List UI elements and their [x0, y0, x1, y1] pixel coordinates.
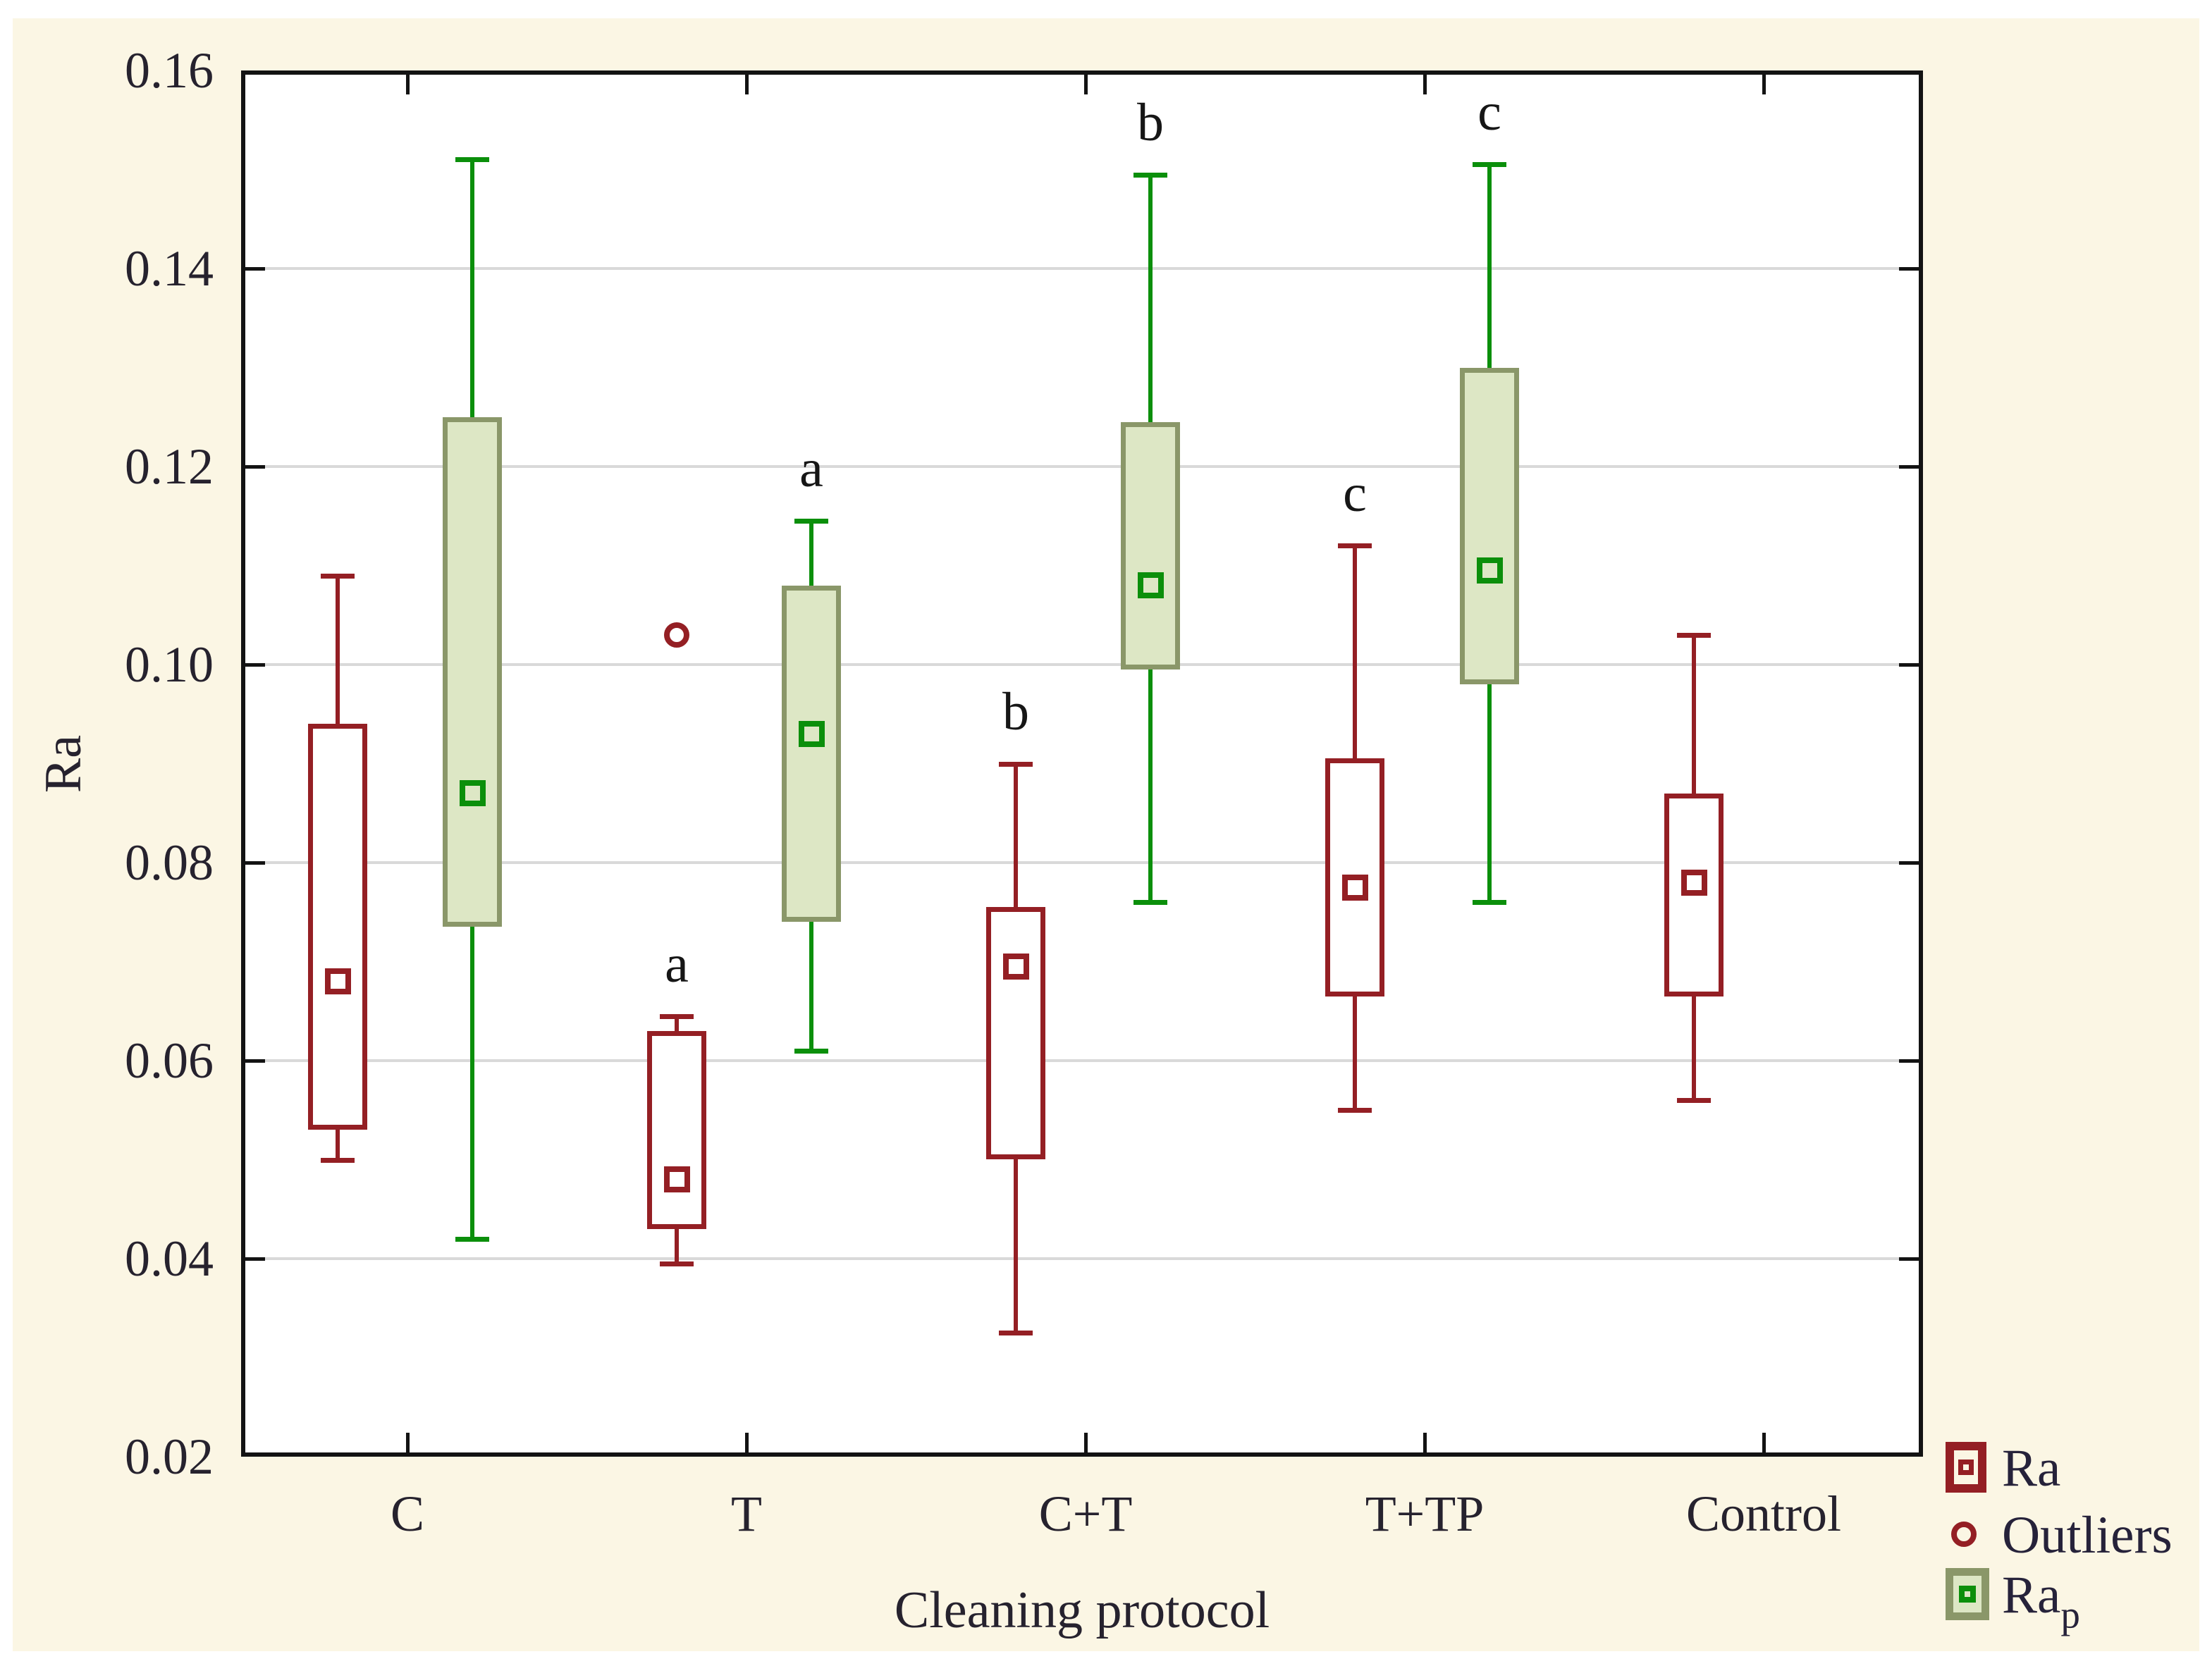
whisker-cap-top-Ra-Control	[1677, 632, 1711, 638]
whisker-cap-bottom-Ra-T+TP	[1338, 1108, 1372, 1113]
plot-area	[241, 70, 1923, 1457]
gridline-0.12	[245, 465, 1919, 468]
whisker-cap-top-Rap-T+TP	[1473, 162, 1506, 168]
x-tick-top-T+TP	[1423, 75, 1427, 94]
whisker-cap-bottom-Ra-T	[660, 1261, 694, 1267]
category-label-C+T: C+T	[1038, 1486, 1133, 1542]
significance-label-Ra-T+TP: c	[1343, 464, 1367, 524]
whisker-cap-bottom-Ra-C+T	[999, 1331, 1033, 1336]
y-tick-left-0.12	[245, 465, 265, 469]
significance-label-Rap-C+T: b	[1137, 92, 1164, 152]
whisker-cap-top-Rap-C	[455, 157, 489, 163]
whisker-cap-bottom-Ra-Control	[1677, 1098, 1711, 1104]
category-label-C: C	[390, 1486, 425, 1542]
x-tick-top-T	[745, 75, 749, 94]
significance-label-Rap-T: a	[799, 439, 823, 499]
whisker-cap-bottom-Rap-C+T	[1133, 900, 1167, 906]
ra-box-legend-icon	[1946, 1442, 1986, 1493]
y-tick-label-0.10: 0.10	[125, 636, 214, 693]
x-tick-bottom-T+TP	[1423, 1433, 1427, 1452]
legend-label-rap-subscript: p	[2060, 1593, 2080, 1636]
x-tick-bottom-T	[745, 1433, 749, 1452]
median-marker-Ra-C	[324, 968, 351, 995]
x-tick-top-C+T	[1084, 75, 1088, 94]
box-Rap-T+TP	[1460, 367, 1519, 685]
rap-box-legend-icon	[1946, 1568, 1989, 1620]
x-tick-top-C	[406, 75, 410, 94]
median-marker-Rap-T	[798, 720, 825, 747]
box-Ra-C	[308, 724, 367, 1130]
median-marker-Ra-C+T	[1002, 954, 1029, 980]
median-marker-Ra-Control	[1680, 869, 1707, 896]
box-Ra-T	[647, 1030, 706, 1229]
rap-box-legend-median-icon	[1959, 1586, 1976, 1603]
y-tick-right-0.08	[1899, 861, 1919, 865]
whisker-cap-top-Ra-C+T	[999, 761, 1033, 767]
significance-label-Rap-T+TP: c	[1477, 82, 1501, 142]
legend-label-rap-text: Ra	[2002, 1566, 2061, 1624]
outlier-point-Ra-T	[664, 622, 689, 648]
y-tick-left-0.08	[245, 861, 265, 865]
y-tick-right-0.06	[1899, 1059, 1919, 1063]
y-tick-left-0.04	[245, 1257, 265, 1261]
y-tick-label-0.16: 0.16	[125, 42, 214, 99]
y-tick-label-0.04: 0.04	[125, 1230, 214, 1287]
whisker-cap-bottom-Rap-T+TP	[1473, 900, 1506, 906]
median-marker-Ra-T+TP	[1341, 874, 1368, 901]
gridline-0.14	[245, 267, 1919, 270]
outlier-circle-legend-icon	[1951, 1522, 1977, 1547]
gridline-0.08	[245, 861, 1919, 864]
whisker-cap-top-Ra-T+TP	[1338, 543, 1372, 549]
y-tick-right-0.12	[1899, 465, 1919, 469]
whisker-cap-top-Ra-C	[321, 573, 355, 579]
category-label-Control: Control	[1685, 1486, 1841, 1542]
x-tick-top-Control	[1762, 75, 1766, 94]
whisker-cap-top-Ra-T	[660, 1013, 694, 1019]
whisker-cap-top-Rap-C+T	[1133, 172, 1167, 178]
y-tick-label-0.02: 0.02	[125, 1429, 214, 1485]
category-label-T: T	[731, 1486, 762, 1542]
y-tick-label-0.12: 0.12	[125, 438, 214, 495]
y-tick-right-0.14	[1899, 267, 1919, 271]
box-Rap-C	[443, 416, 502, 927]
x-tick-bottom-Control	[1762, 1433, 1766, 1452]
x-tick-bottom-C+T	[1084, 1433, 1088, 1452]
ra-box-legend-median-icon	[1958, 1460, 1974, 1475]
legend-label-ra-text: Ra	[2002, 1439, 2061, 1498]
median-marker-Rap-C	[459, 780, 486, 807]
significance-label-Ra-C+T: b	[1002, 681, 1029, 741]
box-Ra-C+T	[986, 907, 1045, 1160]
y-tick-left-0.14	[245, 267, 265, 271]
legend-label-ra: Ra	[2002, 1442, 2060, 1495]
y-tick-label-0.08: 0.08	[125, 834, 214, 891]
y-tick-left-0.06	[245, 1059, 265, 1063]
gridline-0.10	[245, 663, 1919, 666]
whisker-cap-bottom-Ra-C	[321, 1157, 355, 1163]
y-axis-title: Ra	[35, 734, 92, 794]
whisker-cap-bottom-Rap-T	[794, 1048, 828, 1054]
box-Rap-C+T	[1121, 421, 1180, 670]
whisker-cap-top-Rap-T	[794, 519, 828, 524]
whisker-cap-bottom-Rap-C	[455, 1236, 489, 1242]
significance-label-Ra-T: a	[665, 934, 689, 994]
y-tick-label-0.14: 0.14	[125, 240, 214, 297]
gridline-0.04	[245, 1257, 1919, 1260]
legend-label-outliers: Outliers	[2002, 1509, 2173, 1562]
box-Rap-T	[782, 585, 841, 923]
median-marker-Ra-T	[663, 1166, 690, 1193]
legend-label-outliers-text: Outliers	[2002, 1506, 2173, 1565]
median-marker-Rap-C+T	[1137, 572, 1164, 599]
x-tick-bottom-C	[406, 1433, 410, 1452]
legend-label-rap: Rap	[2002, 1569, 2080, 1642]
category-label-T+TP: T+TP	[1365, 1486, 1485, 1542]
x-axis-title: Cleaning protocol	[894, 1581, 1270, 1639]
y-tick-left-0.10	[245, 663, 265, 667]
gridline-0.06	[245, 1059, 1919, 1062]
median-marker-Rap-T+TP	[1476, 557, 1503, 584]
y-tick-right-0.10	[1899, 663, 1919, 667]
y-tick-right-0.04	[1899, 1257, 1919, 1261]
y-tick-label-0.06: 0.06	[125, 1032, 214, 1089]
